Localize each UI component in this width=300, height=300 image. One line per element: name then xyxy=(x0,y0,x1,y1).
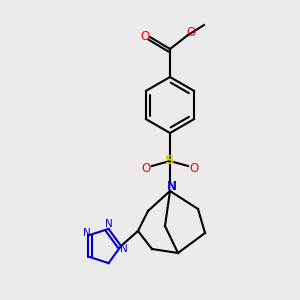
Text: N: N xyxy=(105,219,112,229)
Text: O: O xyxy=(140,31,150,44)
Text: O: O xyxy=(186,26,196,38)
Text: O: O xyxy=(189,163,199,176)
Text: N: N xyxy=(120,244,128,254)
Text: O: O xyxy=(141,163,151,176)
Text: N: N xyxy=(82,228,90,239)
Text: S: S xyxy=(165,154,175,167)
Text: N: N xyxy=(167,179,177,193)
